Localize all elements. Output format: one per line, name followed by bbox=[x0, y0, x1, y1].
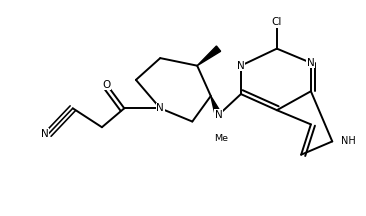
Text: N: N bbox=[41, 129, 48, 139]
Text: N: N bbox=[156, 103, 164, 113]
Text: Cl: Cl bbox=[272, 17, 282, 27]
Text: N: N bbox=[215, 110, 223, 120]
Polygon shape bbox=[211, 96, 222, 116]
Text: Me: Me bbox=[214, 134, 228, 143]
Text: N: N bbox=[307, 58, 315, 68]
Text: N: N bbox=[237, 61, 245, 71]
Text: NH: NH bbox=[341, 137, 356, 146]
Text: O: O bbox=[102, 80, 111, 90]
Polygon shape bbox=[197, 46, 221, 66]
